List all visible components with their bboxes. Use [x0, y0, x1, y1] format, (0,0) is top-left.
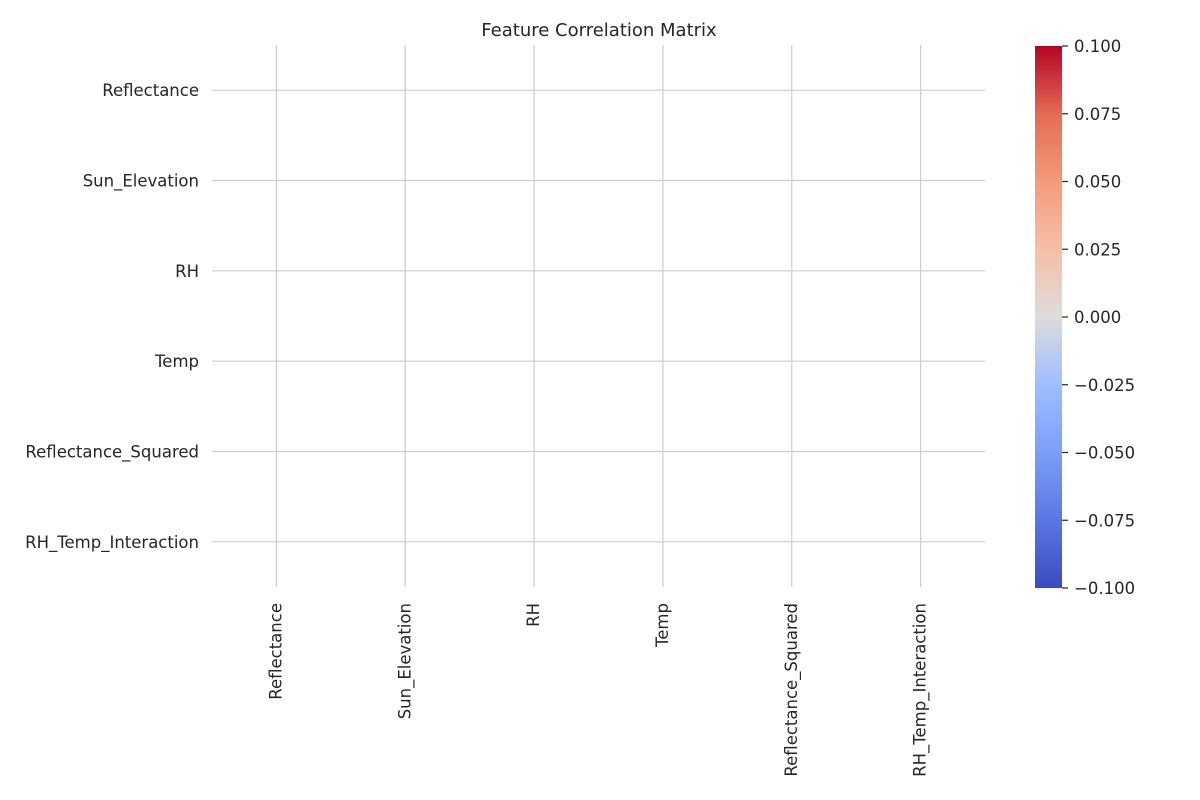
y-tick-label: Temp — [154, 352, 199, 371]
x-tick-label: Reflectance_Squared — [782, 603, 802, 777]
colorbar — [1035, 46, 1062, 588]
colorbar-tick-label: −0.050 — [1074, 444, 1135, 463]
x-tick-labels: Reflectance Sun_Elevation RH Temp Reflectanc… — [266, 603, 930, 777]
chart-title: Feature Correlation Matrix — [481, 20, 717, 41]
x-tick-label: Sun_Elevation — [395, 603, 415, 719]
x-tick-label: Temp — [653, 603, 672, 648]
colorbar-tick-label: 0.000 — [1074, 308, 1121, 327]
y-tick-labels: Reflectance Sun_Elevation RH Temp Reflectanc… — [25, 81, 199, 553]
y-tick-label: RH — [175, 262, 199, 281]
colorbar-ticks: 0.100 0.075 0.050 0.025 0.000 −0.025 −0.050 −0.… — [1062, 37, 1135, 598]
y-tick-label: Reflectance_Squared — [25, 443, 199, 463]
x-tick-label: RH_Temp_Interaction — [911, 603, 931, 777]
colorbar-tick-label: 0.025 — [1074, 240, 1121, 259]
x-tick-label: RH — [524, 603, 543, 627]
colorbar-tick-label: −0.075 — [1074, 511, 1135, 530]
y-tick-label: Reflectance — [102, 81, 199, 100]
y-tick-label: RH_Temp_Interaction — [25, 533, 199, 553]
colorbar-tick-label: −0.025 — [1074, 376, 1135, 395]
colorbar-tick-label: −0.100 — [1074, 579, 1135, 598]
heatmap-grid — [212, 45, 985, 587]
y-tick-label: Sun_Elevation — [83, 172, 199, 192]
colorbar-tick-label: 0.100 — [1074, 37, 1121, 56]
colorbar-tick-label: 0.075 — [1074, 105, 1121, 124]
x-tick-label: Reflectance — [266, 603, 285, 700]
colorbar-tick-label: 0.050 — [1074, 173, 1121, 192]
